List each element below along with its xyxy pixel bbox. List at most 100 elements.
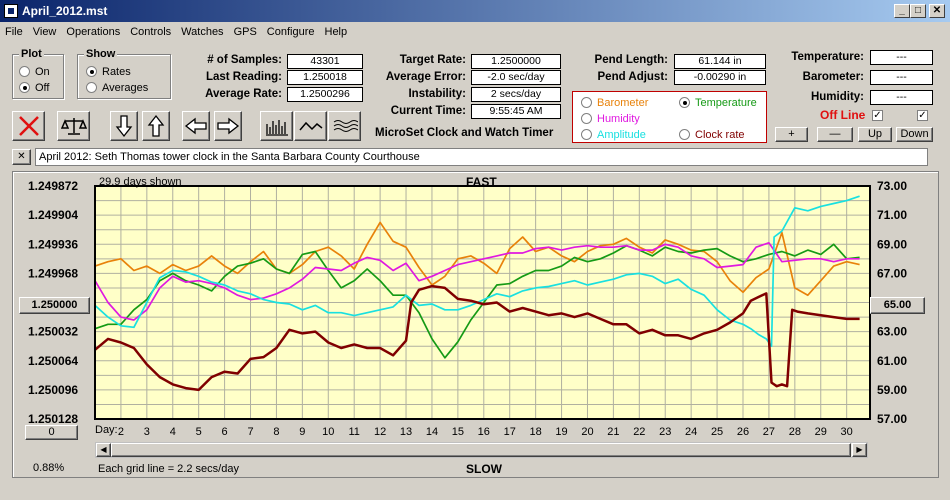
right-tick-label: 67.00 xyxy=(877,266,907,280)
plot-on-label: On xyxy=(35,65,50,78)
time-scrollbar[interactable]: ◀ ▶ xyxy=(95,442,868,458)
show-group-title: Show xyxy=(84,48,118,60)
current-time-value: 9:55:45 AM xyxy=(471,104,561,119)
pend-length-label: Pend Length: xyxy=(594,54,668,66)
menu-help[interactable]: Help xyxy=(324,26,348,38)
plot-off-label: Off xyxy=(35,81,50,94)
left-tick-label: 1.249872 xyxy=(28,179,78,193)
x-tick-label: 24 xyxy=(685,426,697,438)
x-tick-label: 16 xyxy=(478,426,490,438)
arrow-left-button[interactable] xyxy=(182,111,210,141)
x-tick-label: 2 xyxy=(118,426,124,438)
arrow-down-button[interactable] xyxy=(110,111,138,141)
maximize-button[interactable]: □ xyxy=(910,4,926,18)
plot-off-radio[interactable]: Off xyxy=(19,80,49,95)
center-sensor-button[interactable]: 65.00 xyxy=(870,297,925,314)
scroll-right-button[interactable]: ▶ xyxy=(852,443,867,457)
right-tick-label: 73.00 xyxy=(877,179,907,193)
humidity-radio[interactable]: Humidity xyxy=(581,111,640,126)
x-tick-label: 26 xyxy=(737,426,749,438)
pend-length-value[interactable]: 61.144 in xyxy=(674,54,766,69)
series-line-temperature xyxy=(94,243,860,359)
instability-value: 2 secs/day xyxy=(471,87,561,102)
center-rate-button[interactable]: 1.250000 xyxy=(19,297,90,314)
wave-icon xyxy=(333,120,358,132)
app-icon xyxy=(4,4,18,18)
menu-file[interactable]: File xyxy=(5,26,23,38)
bar-graph-icon xyxy=(265,120,288,136)
left-tick-label: 1.249968 xyxy=(28,266,78,280)
average-error-label: Average Error: xyxy=(385,71,466,83)
window-title: April_2012.mst xyxy=(22,4,108,18)
menu-view[interactable]: View xyxy=(32,26,57,38)
sensor-select-group: Barometer Temperature Humidity Amplitude… xyxy=(572,91,767,143)
left-tick-label: 1.250064 xyxy=(28,354,78,368)
offline-checkbox[interactable]: ✓ xyxy=(872,110,883,121)
show-rates-label: Rates xyxy=(102,65,131,78)
x-tick-label: 18 xyxy=(530,426,542,438)
show-group: Show Rates Averages xyxy=(77,48,171,99)
x-tick-label: 17 xyxy=(504,426,516,438)
x-tick-label: 28 xyxy=(789,426,801,438)
amplitude-radio[interactable]: Amplitude xyxy=(581,127,646,142)
show-rates-radio[interactable]: Rates xyxy=(86,64,131,79)
line-view-button[interactable] xyxy=(294,111,327,141)
slow-label: SLOW xyxy=(466,462,502,476)
scroll-left-button[interactable]: ◀ xyxy=(96,443,111,457)
barometer-radio[interactable]: Barometer xyxy=(581,95,648,110)
menu-controls[interactable]: Controls xyxy=(130,26,172,38)
up-button[interactable]: Up xyxy=(858,127,892,142)
offset-button[interactable]: 0 xyxy=(25,425,78,440)
menu-configure[interactable]: Configure xyxy=(266,26,315,38)
last-reading-value: 1.250018 xyxy=(287,70,363,85)
target-rate-label: Target Rate: xyxy=(399,54,466,66)
bars-view-button[interactable] xyxy=(260,111,293,141)
x-tick-label: 9 xyxy=(299,426,305,438)
x-tick-label: 6 xyxy=(222,426,228,438)
pend-adjust-label: Pend Adjust: xyxy=(597,71,669,83)
left-tick-label: 1.249936 xyxy=(28,237,78,251)
x-tick-label: 23 xyxy=(659,426,671,438)
humidity-value: --- xyxy=(870,90,933,105)
x-tick-label: 11 xyxy=(348,426,359,438)
clear-x-icon xyxy=(18,116,39,136)
menu-operations[interactable]: Operations xyxy=(66,26,121,38)
plot-on-radio[interactable]: On xyxy=(19,64,50,79)
arrow-up-button[interactable] xyxy=(142,111,170,141)
wave-view-button[interactable] xyxy=(328,111,361,141)
menu-watches[interactable]: Watches xyxy=(181,26,224,38)
down-button[interactable]: Down xyxy=(896,127,933,142)
x-tick-label: 25 xyxy=(711,426,723,438)
x-tick-label: 20 xyxy=(581,426,593,438)
plus-button[interactable]: + xyxy=(775,127,808,142)
percent-label: 0.88% xyxy=(33,462,65,474)
close-note-button[interactable]: ✕ xyxy=(12,149,31,165)
menu-gps[interactable]: GPS xyxy=(233,26,257,38)
amplitude-radio-label: Amplitude xyxy=(597,128,646,141)
show-averages-radio[interactable]: Averages xyxy=(86,80,148,95)
target-rate-value[interactable]: 1.2500000 xyxy=(471,54,561,69)
temperature-radio[interactable]: Temperature xyxy=(679,95,757,110)
arrow-right-button[interactable] xyxy=(214,111,242,141)
current-time-label: Current Time: xyxy=(390,105,466,117)
scroll-thumb[interactable] xyxy=(111,443,851,457)
scales-icon xyxy=(60,118,87,135)
average-rate-value: 1.2500296 xyxy=(287,87,363,102)
balance-button[interactable] xyxy=(57,111,90,141)
close-window-button[interactable]: ✕ xyxy=(929,4,945,18)
secondary-checkbox[interactable]: ✓ xyxy=(917,110,928,121)
clear-button[interactable] xyxy=(12,111,45,141)
right-tick-label: 69.00 xyxy=(877,237,907,251)
clock-rate-radio[interactable]: Clock rate xyxy=(679,127,745,142)
left-tick-label: 1.249904 xyxy=(28,208,78,222)
temperature-value: --- xyxy=(870,50,933,65)
left-tick-label: 1.250032 xyxy=(28,325,78,339)
minus-button[interactable]: — xyxy=(817,127,853,142)
samples-label: # of Samples: xyxy=(207,54,282,66)
minimize-button[interactable]: _ xyxy=(894,4,910,18)
series-line-humidity xyxy=(94,241,860,321)
note-field[interactable]: April 2012: Seth Thomas tower clock in t… xyxy=(35,148,928,166)
app-name: MicroSet Clock and Watch Timer xyxy=(375,127,554,139)
line-graph-icon xyxy=(298,121,322,131)
x-tick-label: 5 xyxy=(196,426,202,438)
